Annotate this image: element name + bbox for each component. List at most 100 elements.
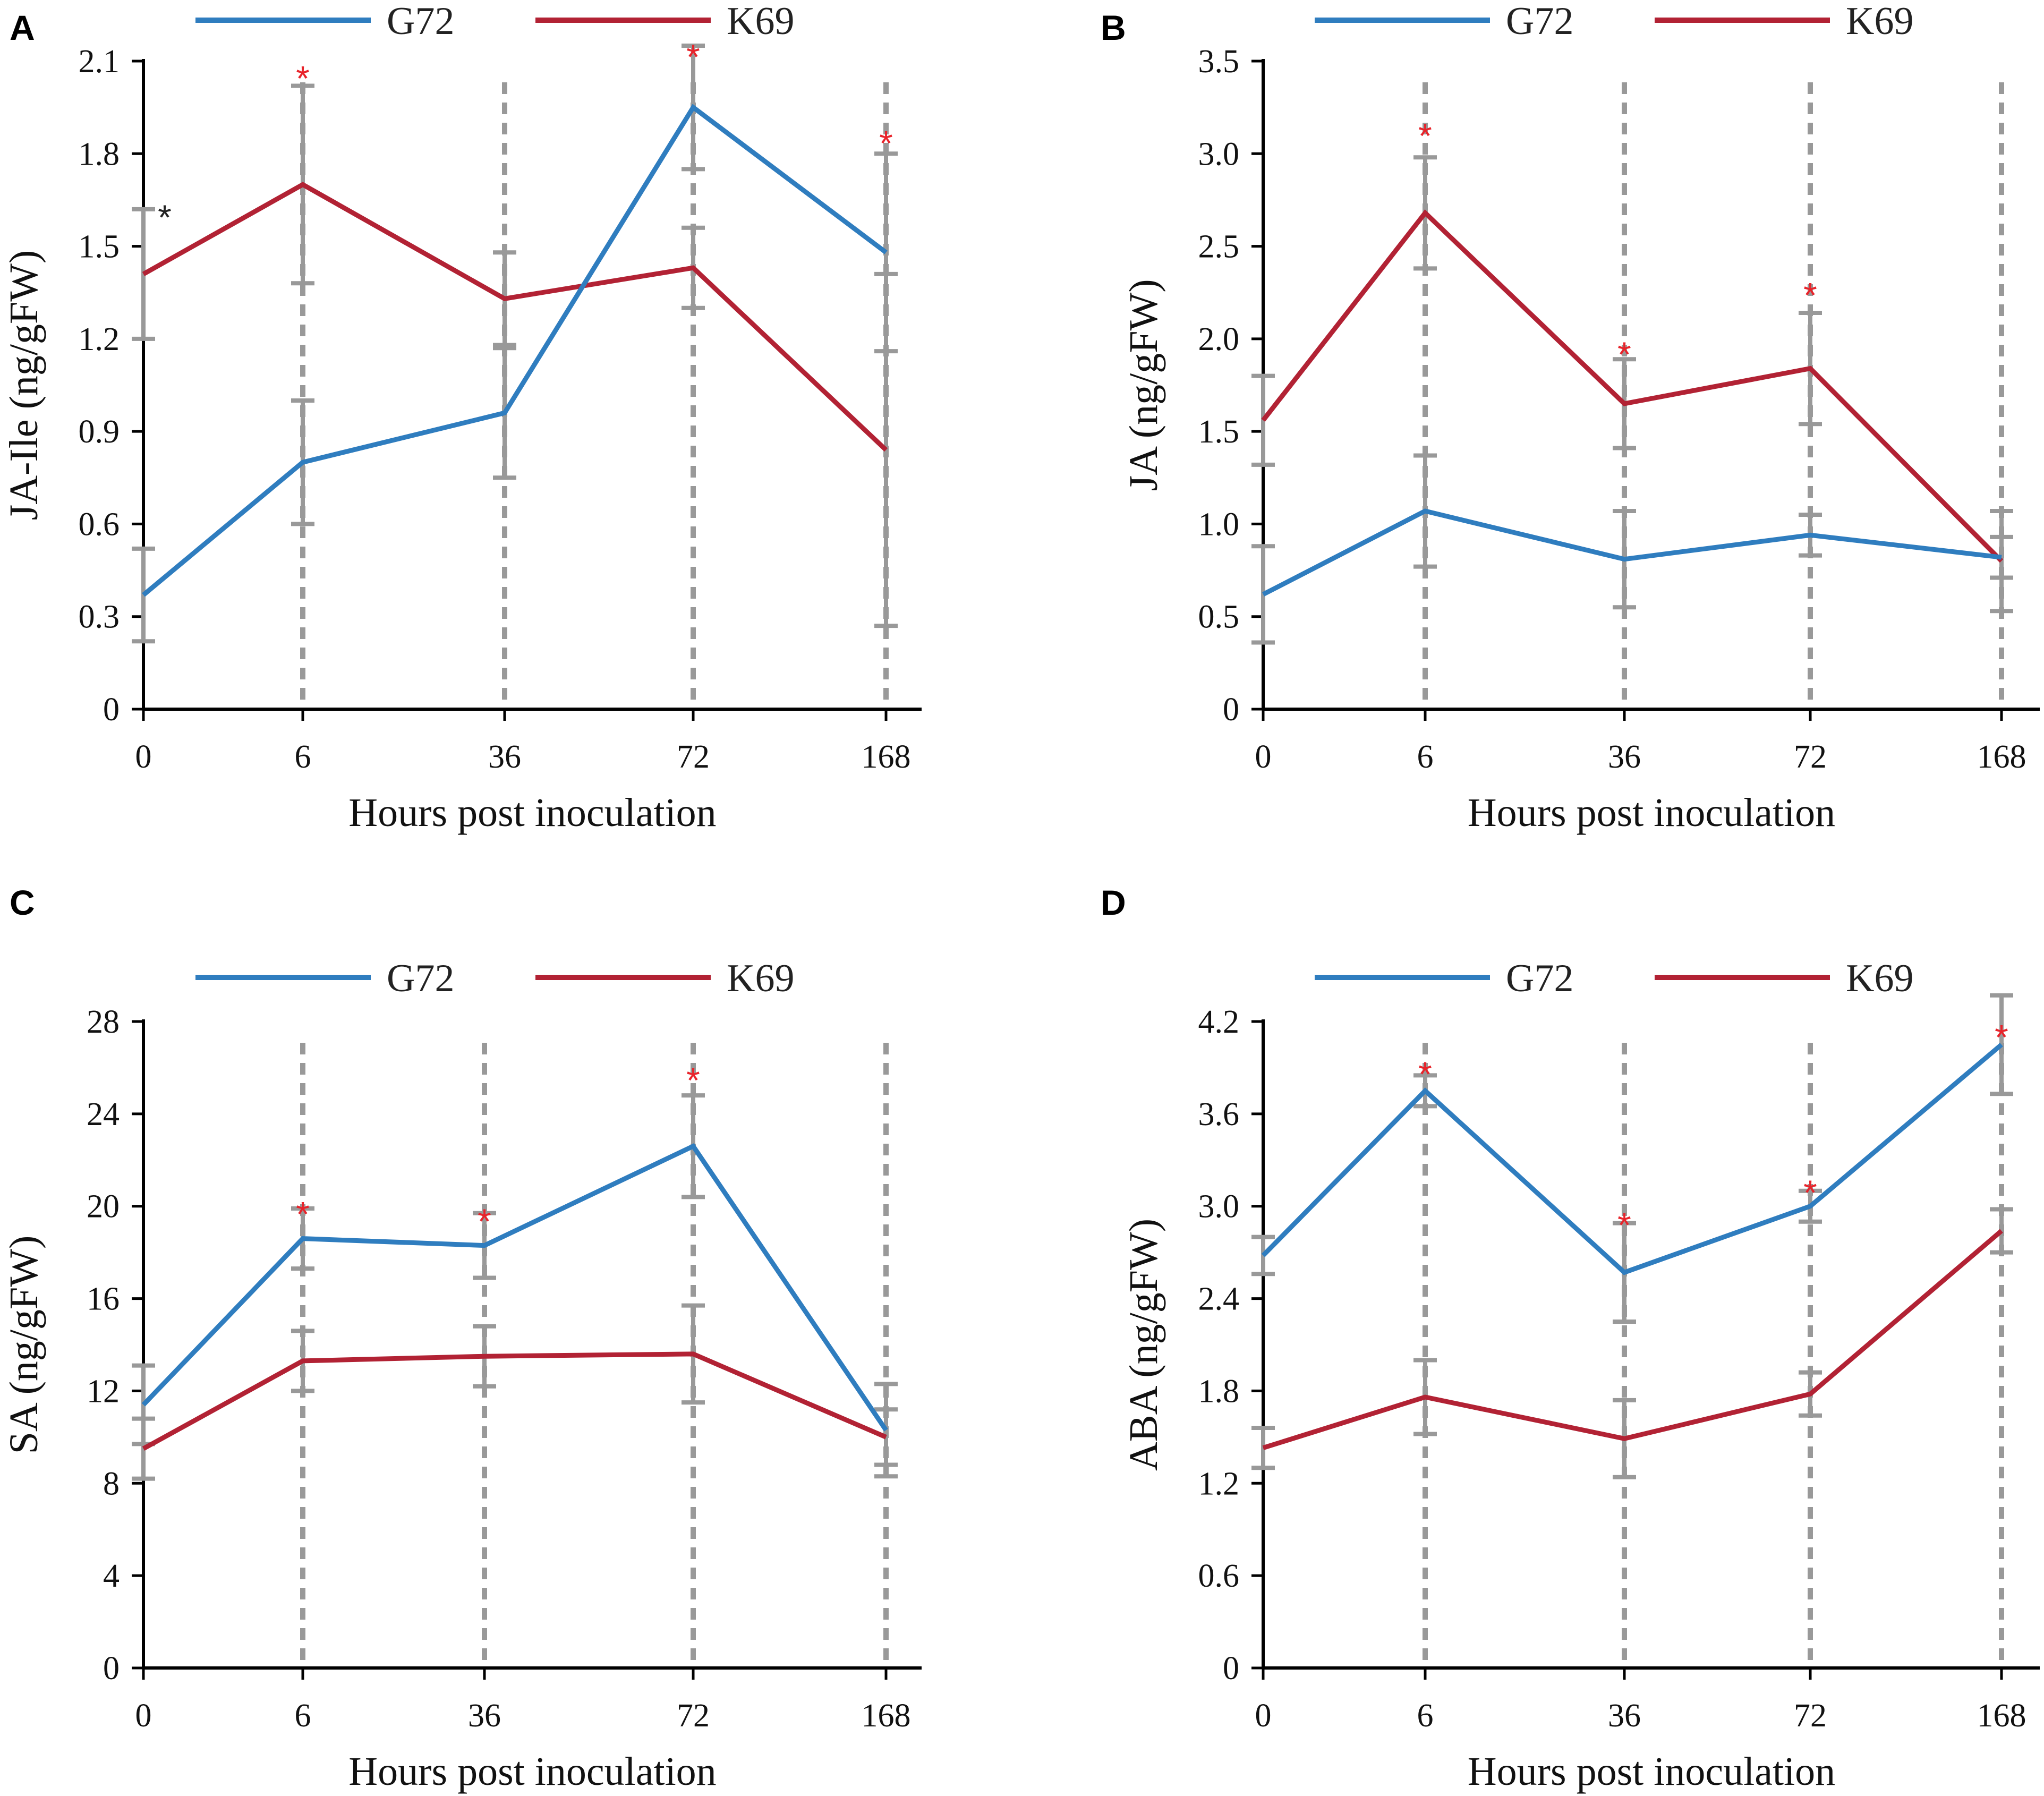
significance-star: * bbox=[1617, 1205, 1631, 1245]
series-lines bbox=[141, 1143, 888, 1451]
y-tick-label: 0.6 bbox=[79, 506, 120, 542]
y-axis-title: JA (ng/gFW) bbox=[1121, 279, 1166, 491]
series-line-g72 bbox=[141, 1143, 888, 1432]
legend-label-g72: G72 bbox=[387, 0, 454, 43]
legend-label-k69: K69 bbox=[1846, 957, 1913, 1000]
significance-star: * bbox=[1418, 1054, 1432, 1094]
y-tick-label: 1.0 bbox=[1198, 506, 1240, 542]
y-tick-label: 1.8 bbox=[79, 136, 120, 172]
significance-star: * bbox=[1418, 116, 1432, 155]
guide-lines bbox=[1423, 1043, 2004, 1668]
significance-star: * bbox=[686, 37, 700, 76]
x-tick-label: 6 bbox=[1417, 739, 1434, 775]
y-tick-label: 1.5 bbox=[79, 229, 120, 265]
panel-a: A G72 K69 0 0.3 0.6 0.9 1.2 1.5 1.8 2.1 0 6 36 72 168 Ho… bbox=[2, 0, 922, 835]
x-tick-label: 36 bbox=[1608, 1698, 1641, 1734]
series-line-g72 bbox=[1261, 1043, 2003, 1275]
x-tick-label: 168 bbox=[1977, 739, 2026, 775]
series-line-g72 bbox=[1262, 508, 2002, 597]
significance-star: * bbox=[686, 1061, 700, 1100]
y-tick-label: 0 bbox=[1223, 1650, 1239, 1687]
x-tick-label: 72 bbox=[677, 739, 710, 775]
y-tick-label: 0.6 bbox=[1198, 1558, 1240, 1594]
significance-star: * bbox=[1617, 335, 1631, 374]
y-tick-label: 0 bbox=[1223, 692, 1239, 728]
panel-letter: C bbox=[10, 883, 35, 922]
y-tick-label: 2.4 bbox=[1198, 1281, 1240, 1317]
x-tick-label: 72 bbox=[1794, 1698, 1827, 1734]
x-tick-label: 0 bbox=[1255, 739, 1272, 775]
legend-label-g72: G72 bbox=[1506, 0, 1573, 43]
y-tick-label: 3.6 bbox=[1198, 1096, 1240, 1133]
x-axis-title: Hours post inoculation bbox=[1468, 1749, 1835, 1794]
legend-label-k69: K69 bbox=[1846, 0, 1913, 43]
legend: G72 K69 bbox=[195, 957, 794, 1000]
y-tick-label: 2.0 bbox=[1198, 321, 1240, 358]
x-tick-label: 168 bbox=[862, 739, 911, 775]
error-bars bbox=[1251, 993, 2013, 1479]
series-line-g72 bbox=[142, 104, 888, 597]
panel-b: B G72 K69 0 0.5 1.0 1.5 2.0 2.5 3.0 3.5 0 6 36 72 168 Ho… bbox=[1101, 0, 2040, 835]
guide-lines bbox=[1423, 82, 2004, 709]
y-tick-label: 3.0 bbox=[1198, 136, 1240, 172]
y-tick-label: 3.5 bbox=[1198, 44, 1240, 80]
axes: 0 0.6 1.2 1.8 2.4 3.0 3.6 4.2 0 6 36 72 168 bbox=[1198, 1004, 2040, 1734]
axes: 0 0.5 1.0 1.5 2.0 2.5 3.0 3.5 0 6 36 72 168 bbox=[1198, 44, 2040, 775]
legend-label-g72: G72 bbox=[387, 957, 454, 1000]
panel-c: C G72 K69 0 4 8 12 16 20 24 28 0 6 36 72 168 Hours post … bbox=[2, 883, 922, 1794]
panel-letter: B bbox=[1101, 8, 1126, 47]
y-tick-label: 4 bbox=[103, 1558, 120, 1594]
x-tick-label: 36 bbox=[468, 1698, 501, 1734]
y-tick-label: 4.2 bbox=[1198, 1004, 1240, 1040]
y-tick-label: 0 bbox=[103, 1650, 120, 1687]
significance-marks: * * * * bbox=[1418, 1017, 2008, 1245]
series-line-k69 bbox=[1261, 209, 2004, 563]
x-tick-label: 72 bbox=[1794, 739, 1827, 775]
guide-lines bbox=[300, 82, 889, 709]
x-tick-label: 0 bbox=[135, 739, 152, 775]
panel-letter: A bbox=[10, 8, 35, 47]
significance-star: * bbox=[478, 1202, 491, 1241]
y-axis-title: JA-Ile (ng/gFW) bbox=[2, 250, 46, 521]
x-tick-label: 36 bbox=[488, 739, 521, 775]
series-lines bbox=[142, 104, 888, 597]
x-tick-label: 36 bbox=[1608, 739, 1641, 775]
x-tick-label: 72 bbox=[677, 1698, 710, 1734]
y-axis-title: SA (ng/gFW) bbox=[2, 1236, 46, 1454]
y-tick-label: 8 bbox=[103, 1466, 120, 1502]
y-tick-label: 0.3 bbox=[79, 599, 120, 635]
y-tick-label: 1.8 bbox=[1198, 1373, 1240, 1409]
legend-label-k69: K69 bbox=[727, 0, 794, 43]
x-axis-title: Hours post inoculation bbox=[1468, 790, 1835, 835]
significance-star: * bbox=[1803, 275, 1817, 314]
x-tick-label: 168 bbox=[1977, 1698, 2026, 1734]
significance-star: * bbox=[879, 123, 893, 163]
significance-marks: * * * bbox=[1418, 116, 1817, 373]
x-tick-label: 6 bbox=[1417, 1698, 1434, 1734]
x-tick-label: 0 bbox=[135, 1698, 152, 1734]
y-tick-label: 2.5 bbox=[1198, 229, 1240, 265]
significance-star: * bbox=[1995, 1017, 2008, 1057]
axes: 0 4 8 12 16 20 24 28 0 6 36 72 168 bbox=[87, 1004, 922, 1734]
error-bars bbox=[1251, 155, 2013, 645]
x-tick-label: 0 bbox=[1255, 1698, 1272, 1734]
significance-star: * bbox=[296, 1195, 310, 1234]
y-tick-label: 3.0 bbox=[1198, 1189, 1240, 1225]
y-axis-title: ABA (ng/gFW) bbox=[1121, 1219, 1166, 1471]
y-tick-label: 28 bbox=[87, 1004, 120, 1040]
error-bars bbox=[132, 1093, 898, 1481]
significance-marks: * * * * bbox=[158, 37, 893, 237]
y-tick-label: 0.5 bbox=[1198, 599, 1240, 635]
significance-marks: * * * bbox=[296, 1061, 700, 1241]
series-line-k69 bbox=[142, 182, 888, 452]
panel-letter: D bbox=[1101, 883, 1126, 922]
panel-d: D G72 K69 0 0.6 1.2 1.8 2.4 3.0 3.6 4.2 0 6 36 72 168 Ho… bbox=[1101, 883, 2040, 1794]
y-tick-label: 1.5 bbox=[1198, 414, 1240, 450]
y-tick-label: 20 bbox=[87, 1189, 120, 1225]
axes: 0 0.3 0.6 0.9 1.2 1.5 1.8 2.1 0 6 36 72 168 bbox=[79, 44, 922, 775]
series-lines bbox=[1261, 1043, 2003, 1450]
y-tick-label: 12 bbox=[87, 1373, 120, 1409]
x-tick-label: 6 bbox=[295, 1698, 311, 1734]
significance-star: * bbox=[1803, 1173, 1817, 1212]
